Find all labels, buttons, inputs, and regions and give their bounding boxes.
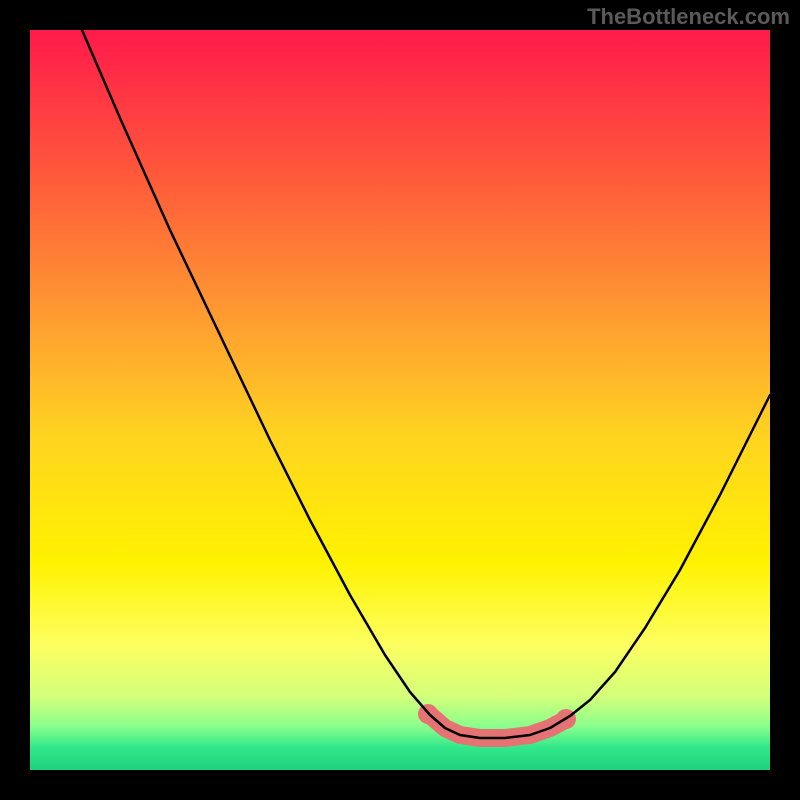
watermark-text: TheBottleneck.com xyxy=(587,4,790,30)
bottleneck-curve-layer xyxy=(0,0,800,800)
optimal-range-highlight xyxy=(430,715,565,738)
bottleneck-curve xyxy=(82,30,770,738)
